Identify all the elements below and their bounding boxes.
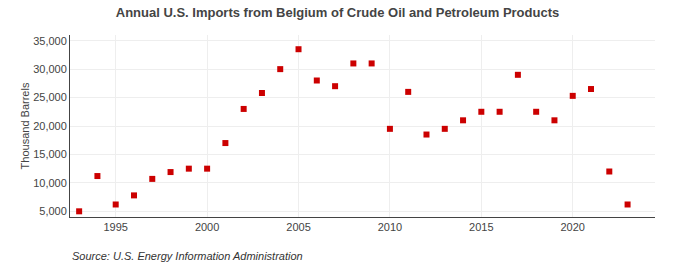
svg-text:Source: U.S. Energy Informatio: Source: U.S. Energy Information Administ… xyxy=(72,250,303,262)
svg-text:2010: 2010 xyxy=(378,221,402,233)
svg-text:35,000: 35,000 xyxy=(33,35,67,47)
svg-text:Thousand Barrels: Thousand Barrels xyxy=(19,82,31,169)
svg-text:25,000: 25,000 xyxy=(33,91,67,103)
svg-text:Annual U.S. Imports from Belgi: Annual U.S. Imports from Belgium of Crud… xyxy=(116,5,560,20)
svg-text:2020: 2020 xyxy=(560,221,584,233)
svg-text:20,000: 20,000 xyxy=(33,120,67,132)
svg-text:15,000: 15,000 xyxy=(33,148,67,160)
svg-text:10,000: 10,000 xyxy=(33,177,67,189)
svg-text:2000: 2000 xyxy=(195,221,219,233)
svg-text:2005: 2005 xyxy=(286,221,310,233)
svg-text:1995: 1995 xyxy=(103,221,127,233)
svg-text:5,000: 5,000 xyxy=(39,205,67,217)
svg-text:2015: 2015 xyxy=(469,221,493,233)
svg-text:30,000: 30,000 xyxy=(33,63,67,75)
